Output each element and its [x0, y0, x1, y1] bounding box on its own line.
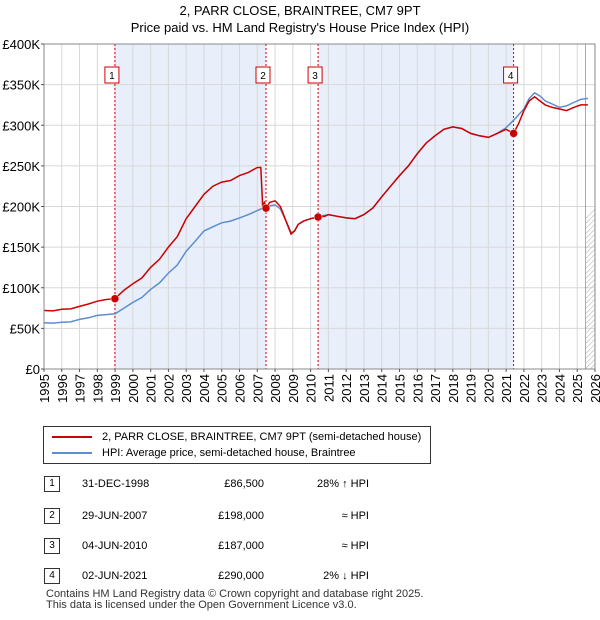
x-tick-label: 2002	[161, 374, 176, 403]
forecast-hatch-line	[595, 44, 600, 369]
legend-item-hpi: HPI: Average price, semi-detached house,…	[52, 445, 356, 461]
sale-label: 2	[260, 71, 266, 82]
y-tick-label: £350K	[2, 78, 40, 93]
x-tick-label: 2025	[570, 374, 585, 403]
sale-point	[110, 294, 120, 303]
transaction-hpi: ≈ HPI	[341, 540, 369, 552]
transaction-price: £198,000	[218, 510, 264, 522]
x-tick-label: 2012	[339, 374, 354, 403]
sale-point	[261, 203, 271, 213]
x-tick-label: 2000	[126, 374, 141, 403]
footer-licence: This data is licensed under the Open Gov…	[46, 599, 357, 611]
x-tick-label: 2021	[499, 374, 514, 403]
transaction-date: 04-JUN-2010	[82, 540, 148, 552]
x-tick-label: 2020	[481, 374, 496, 403]
transaction-price: £187,000	[218, 540, 264, 552]
legend-item-property: 2, PARR CLOSE, BRAINTREE, CM7 9PT (semi-…	[52, 429, 421, 445]
transaction-number: 1	[44, 476, 60, 492]
x-tick-label: 2013	[357, 374, 372, 403]
x-tick-label: 1997	[73, 374, 88, 403]
legend-swatch-property	[52, 436, 92, 438]
x-tick-label: 2006	[233, 374, 248, 403]
transaction-row: 1 31-DEC-1998 £86,500 28% ↑ HPI	[44, 474, 424, 494]
x-tick-label: 2009	[286, 374, 301, 403]
x-tick-label: 2008	[268, 374, 283, 403]
x-tick-label: 1998	[90, 374, 105, 403]
chart-title: 2, PARR CLOSE, BRAINTREE, CM7 9PT	[179, 3, 421, 18]
legend: 2, PARR CLOSE, BRAINTREE, CM7 9PT (semi-…	[43, 426, 431, 464]
y-tick-label: £200K	[2, 200, 40, 215]
transaction-row: 4 02-JUN-2021 £290,000 2% ↓ HPI	[44, 566, 424, 586]
price-chart: 1 2 3 4 £0 £50K £100K £150K £200K £250K £300K £350…	[2, 37, 600, 403]
y-tick-label: £0	[26, 362, 40, 377]
x-tick-label: 2005	[215, 374, 230, 403]
transaction-date: 29-JUN-2007	[82, 510, 148, 522]
x-tick-label: 1996	[55, 374, 70, 403]
sale-label-box	[255, 66, 271, 84]
footer: Contains HM Land Registry data © Crown c…	[46, 589, 423, 611]
transaction-price: £290,000	[218, 570, 264, 582]
y-tick-label: £250K	[2, 159, 40, 174]
transaction-hpi: 2% ↓ HPI	[323, 570, 369, 582]
x-tick-label: 2016	[410, 374, 425, 403]
sale-points	[110, 129, 518, 303]
transaction-date: 31-DEC-1998	[82, 478, 150, 490]
sale-marker-labels: 1 2 3 4	[104, 66, 519, 84]
transaction-hpi: ≈ HPI	[341, 510, 369, 522]
x-tick-label: 2014	[375, 374, 390, 403]
sale-label: 1	[109, 71, 115, 82]
transaction-row: 3 04-JUN-2010 £187,000 ≈ HPI	[44, 536, 424, 556]
legend-label-property: 2, PARR CLOSE, BRAINTREE, CM7 9PT (semi-…	[102, 431, 422, 443]
forecast-hatch	[585, 44, 600, 369]
forecast-hatch-line	[585, 313, 595, 325]
x-tick-label: 2026	[588, 374, 600, 403]
y-tick-label: £300K	[2, 118, 40, 133]
transaction-number: 2	[44, 508, 60, 524]
sale-point	[509, 129, 518, 138]
transaction-date: 02-JUN-2021	[82, 570, 148, 582]
x-tick-label: 2003	[179, 374, 194, 403]
x-tick-label: 2015	[392, 374, 407, 403]
sale-point	[313, 212, 323, 222]
x-tick-label: 1995	[37, 374, 52, 403]
x-tick-label: 2019	[464, 374, 479, 403]
footer-copyright: Contains HM Land Registry data © Crown c…	[46, 588, 424, 600]
x-tick-label: 2024	[552, 374, 567, 403]
x-tick-label: 2011	[321, 374, 336, 402]
transaction-row: 2 29-JUN-2007 £198,000 ≈ HPI	[44, 506, 424, 526]
transaction-number: 3	[44, 538, 60, 554]
legend-label-hpi: HPI: Average price, semi-detached house,…	[102, 447, 356, 459]
transaction-hpi: 28% ↑ HPI	[317, 478, 369, 490]
sale-label-box	[503, 66, 519, 84]
x-tick-label: 1999	[108, 374, 123, 403]
x-tick-label: 2023	[535, 374, 550, 403]
x-tick-label: 2018	[446, 374, 461, 403]
y-tick-label: £50K	[10, 321, 41, 336]
sale-label: 3	[312, 71, 318, 82]
x-tick-label: 2010	[304, 374, 319, 403]
sale-label: 4	[508, 71, 514, 82]
chart-subtitle: Price paid vs. HM Land Registry's House …	[130, 20, 470, 35]
sale-label-box	[104, 66, 120, 84]
y-tick-label: £150K	[2, 240, 40, 255]
sale-label-box	[307, 66, 323, 84]
forecast-hatch-line	[585, 308, 595, 320]
transaction-price: £86,500	[224, 478, 264, 490]
transaction-number: 4	[44, 568, 60, 584]
x-tick-label: 2022	[517, 374, 532, 403]
x-tick-label: 2004	[197, 374, 212, 403]
y-tick-label: £100K	[2, 281, 40, 296]
x-tick-label: 2007	[250, 374, 265, 403]
legend-swatch-hpi	[52, 452, 92, 454]
y-tick-label: £400K	[2, 37, 40, 52]
x-tick-label: 2001	[144, 374, 159, 403]
x-tick-label: 2017	[428, 374, 443, 403]
axes: £0 £50K £100K £150K £200K £250K £300K £350K £400…	[2, 37, 600, 403]
